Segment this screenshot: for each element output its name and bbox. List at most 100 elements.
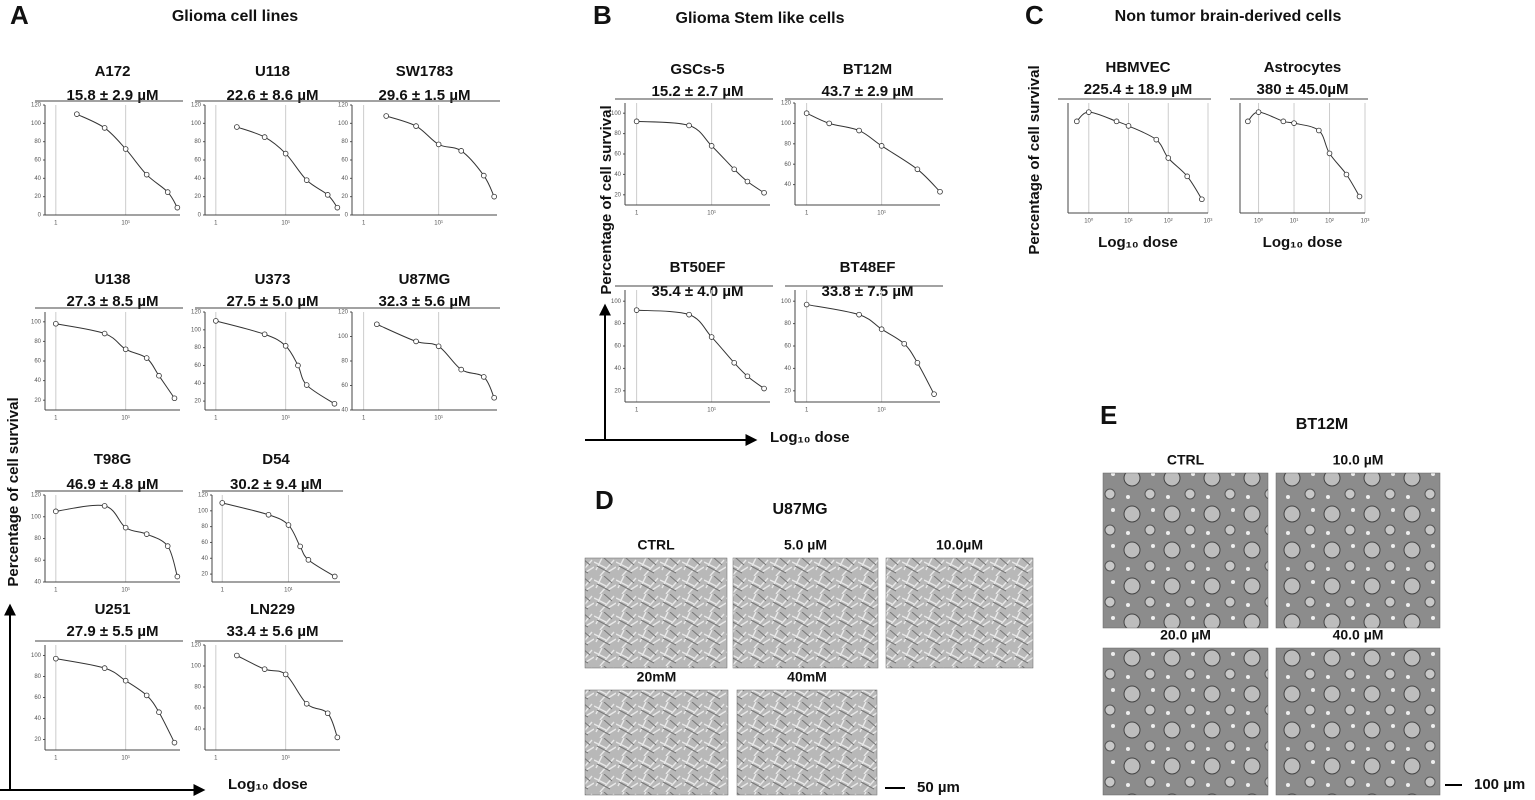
data-point bbox=[174, 573, 181, 580]
x-tick-label: 10¹ bbox=[281, 756, 290, 762]
data-point bbox=[1074, 118, 1080, 125]
x-tick-label: 1 bbox=[805, 408, 809, 414]
micrograph bbox=[1275, 647, 1441, 796]
y-tick-label: 20 bbox=[194, 194, 201, 200]
y-tick-label: 100 bbox=[31, 121, 42, 127]
ic50-label: 27.9 ± 5.5 µM bbox=[67, 623, 159, 640]
data-point bbox=[303, 382, 310, 388]
y-tick-label: 100 bbox=[198, 508, 209, 514]
y-tick-label: 60 bbox=[201, 540, 208, 546]
x-tick-label: 1 bbox=[362, 416, 366, 422]
y-tick-label: 20 bbox=[201, 572, 208, 578]
x-tick-label: 10¹ bbox=[877, 211, 886, 217]
x-tick-label: 10¹ bbox=[121, 756, 130, 762]
data-point bbox=[914, 359, 921, 366]
y-tick-label: 40 bbox=[194, 176, 201, 182]
fit-curve bbox=[806, 112, 941, 193]
data-point bbox=[53, 508, 59, 515]
y-tick-label: 60 bbox=[614, 152, 621, 158]
data-point bbox=[143, 171, 150, 178]
x-tick-label: 10¹ bbox=[281, 416, 290, 422]
data-point bbox=[303, 177, 310, 183]
chart-title: T98G bbox=[94, 451, 132, 468]
data-point bbox=[261, 666, 268, 672]
y-tick-label: 80 bbox=[784, 141, 791, 147]
panel-letter: E bbox=[1100, 400, 1117, 430]
x-tick-label: 10¹ bbox=[434, 416, 443, 422]
y-tick-label: 80 bbox=[34, 339, 41, 345]
data-point bbox=[143, 531, 150, 537]
y-tick-label: 60 bbox=[341, 383, 348, 389]
data-point bbox=[708, 143, 715, 149]
data-point bbox=[122, 524, 129, 531]
ic50-label: 22.6 ± 8.6 µM bbox=[227, 87, 319, 104]
ic50-label: 33.4 ± 5.6 µM bbox=[227, 623, 319, 640]
data-point bbox=[282, 150, 289, 157]
ic50-label: 32.3 ± 5.6 µM bbox=[379, 293, 471, 310]
x-tick-label: 1 bbox=[54, 588, 58, 594]
y-tick-label: 80 bbox=[34, 139, 41, 145]
data-point bbox=[1184, 173, 1191, 180]
fit-curve bbox=[55, 504, 178, 577]
data-point bbox=[856, 127, 862, 134]
data-point bbox=[1125, 123, 1132, 129]
y-tick-label: 80 bbox=[194, 139, 201, 145]
y-tick-label: 80 bbox=[201, 524, 208, 530]
image-label: CTRL bbox=[1167, 452, 1205, 468]
y-tick-label: 40 bbox=[341, 408, 348, 414]
data-point bbox=[164, 189, 171, 195]
y-tick-label: 100 bbox=[781, 121, 792, 127]
x-tick-label: 10¹ bbox=[121, 416, 130, 422]
y-tick-label: 80 bbox=[34, 674, 41, 680]
data-point bbox=[901, 340, 908, 347]
y-tick-label: 40 bbox=[341, 176, 348, 182]
x-tick-label: 1 bbox=[221, 588, 225, 594]
y-tick-label: 60 bbox=[194, 158, 201, 164]
x-tick-label: 1 bbox=[214, 416, 218, 422]
chart-title: LN229 bbox=[250, 601, 295, 618]
x-axis-label: Log₁₀ dose bbox=[228, 776, 308, 793]
image-label: CTRL bbox=[637, 537, 675, 553]
ic50-label: 46.9 ± 4.8 µM bbox=[67, 476, 159, 493]
data-point bbox=[435, 343, 442, 350]
data-point bbox=[1343, 171, 1350, 178]
y-axis-label: Percentage of cell survival bbox=[1026, 65, 1043, 254]
data-point bbox=[413, 123, 419, 129]
data-point bbox=[282, 343, 289, 349]
fit-curve bbox=[55, 658, 175, 743]
x-tick-label: 10¹ bbox=[877, 408, 886, 414]
chart-title: U251 bbox=[95, 601, 131, 618]
x-tick-label: 1 bbox=[214, 756, 218, 762]
y-tick-label: 100 bbox=[191, 327, 202, 333]
fit-curve bbox=[215, 320, 335, 405]
data-point bbox=[156, 709, 162, 715]
y-tick-label: 40 bbox=[614, 366, 621, 372]
data-point bbox=[101, 125, 108, 131]
x-tick-label: 10⁰ bbox=[1084, 218, 1094, 225]
x-tick-label: 10¹ bbox=[1290, 219, 1299, 225]
data-point bbox=[143, 692, 150, 699]
chart-title: D54 bbox=[262, 451, 290, 468]
data-point bbox=[122, 146, 129, 152]
panel-title: Glioma Stem like cells bbox=[676, 10, 845, 27]
y-tick-label: 120 bbox=[198, 493, 209, 499]
y-tick-label: 40 bbox=[201, 556, 208, 562]
chart-title: BT50EF bbox=[670, 259, 726, 276]
x-tick-label: 10⁰ bbox=[1254, 218, 1264, 225]
fit-curve bbox=[76, 113, 178, 208]
y-tick-label: 100 bbox=[191, 664, 202, 670]
data-point bbox=[803, 301, 810, 308]
data-point bbox=[234, 124, 240, 130]
data-point bbox=[282, 671, 289, 678]
panel-title: BT12M bbox=[1296, 416, 1348, 433]
panel-title: U87MG bbox=[772, 501, 827, 518]
data-point bbox=[731, 359, 738, 366]
data-point bbox=[937, 188, 943, 195]
data-point bbox=[101, 665, 108, 671]
x-axis-label: Log₁₀ dose bbox=[1098, 234, 1178, 251]
data-point bbox=[234, 652, 240, 659]
y-tick-label: 20 bbox=[614, 388, 621, 394]
fit-curve bbox=[1247, 111, 1360, 197]
x-tick-label: 10¹ bbox=[707, 211, 716, 217]
y-tick-label: 120 bbox=[191, 643, 202, 649]
